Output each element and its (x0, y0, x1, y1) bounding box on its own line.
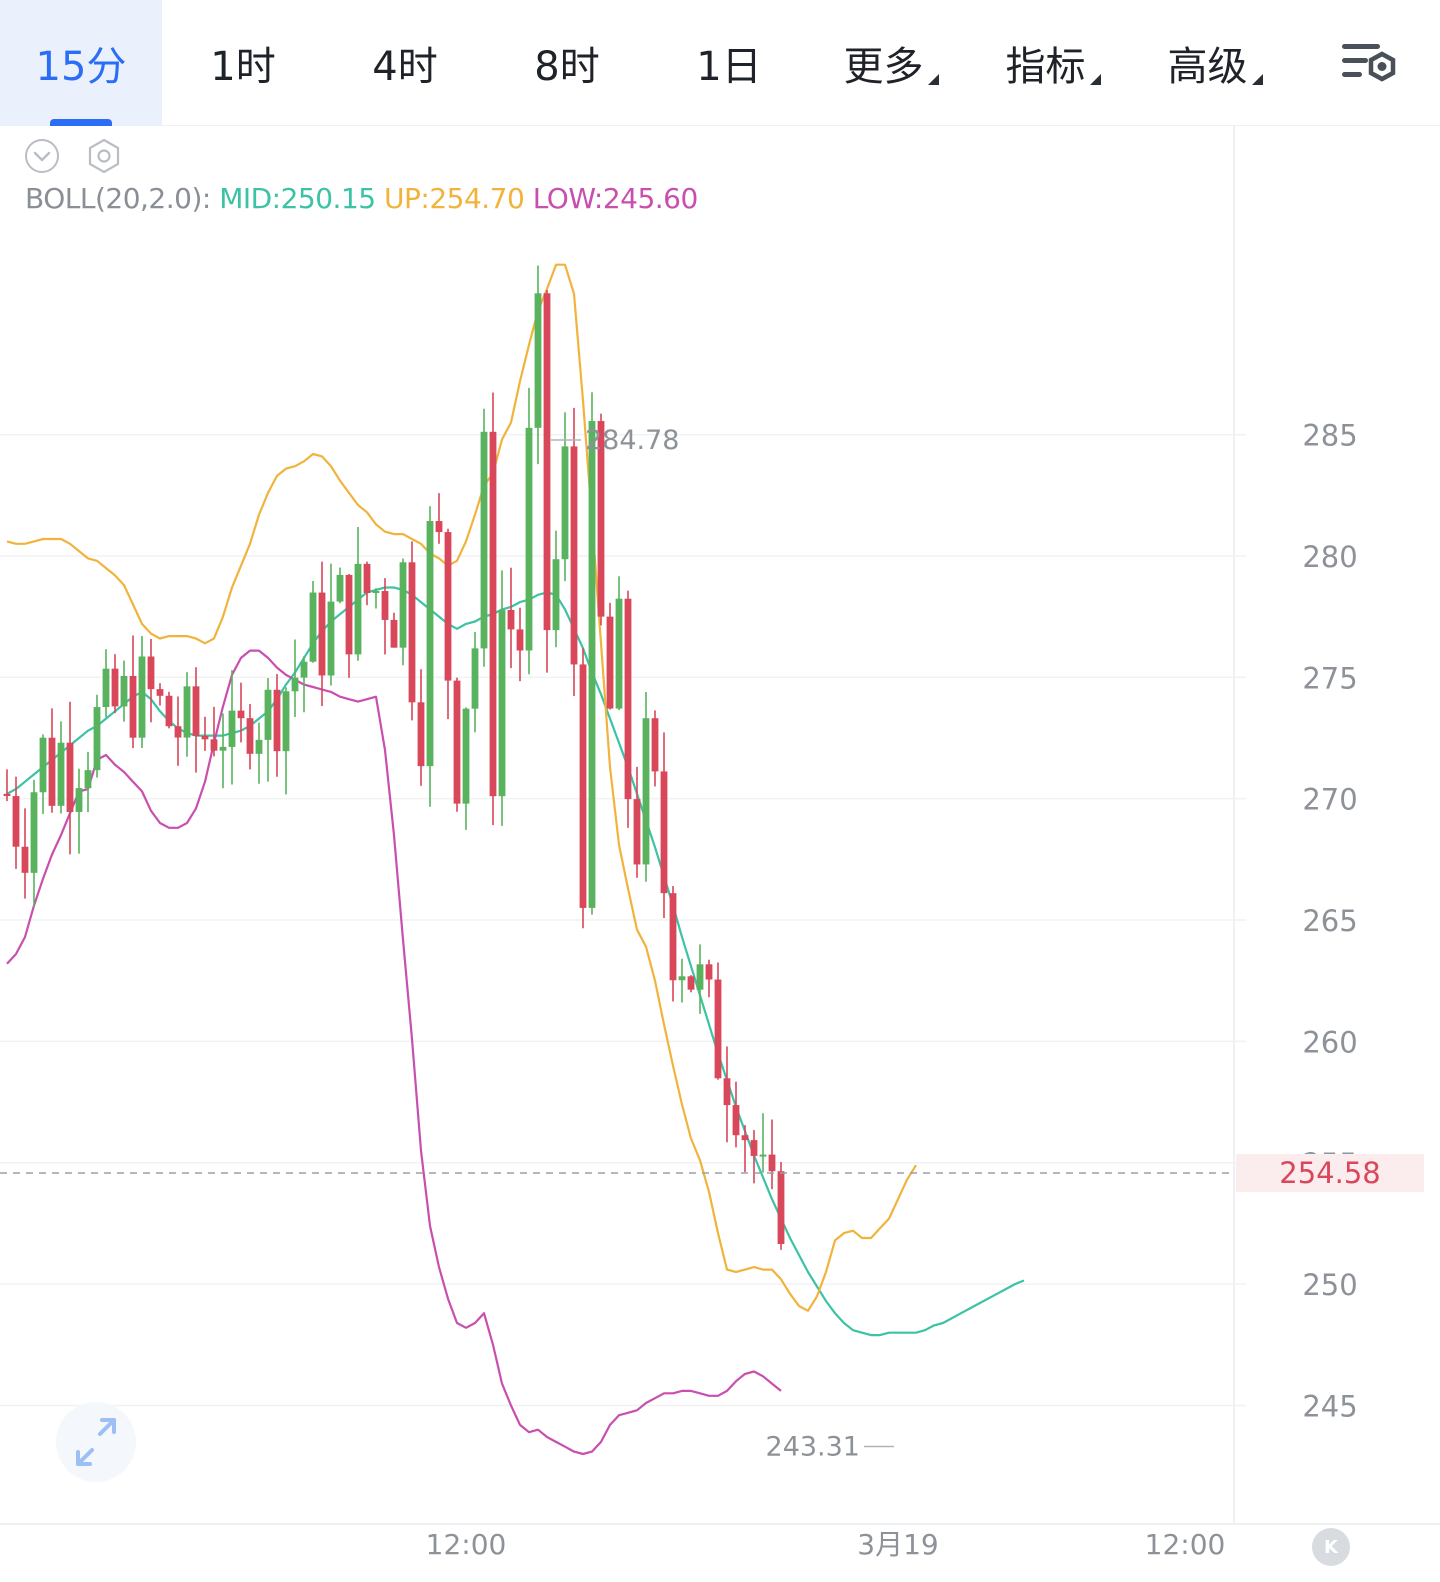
boll-mid: MID:250.15 (219, 182, 376, 215)
hexagon-settings-icon (88, 138, 120, 174)
chevron-down-circle-icon (25, 139, 59, 173)
boll-indicator-values: BOLL(20,2.0): MID:250.15 UP:254.70 LOW:2… (25, 182, 698, 215)
tab-6[interactable]: 指标 (972, 0, 1134, 126)
tab-3[interactable]: 8时 (486, 0, 648, 126)
kline-chart[interactable] (0, 126, 1440, 1582)
tab-label: 高级 (1167, 44, 1248, 90)
boll-name: BOLL(20,2.0): (25, 182, 211, 215)
tab-5[interactable]: 更多 (810, 0, 972, 126)
k-badge-button[interactable]: K (1312, 1528, 1350, 1566)
active-tab-indicator (50, 119, 112, 126)
tab-label: 1日 (696, 44, 762, 90)
dropdown-triangle-icon (927, 73, 939, 85)
tab-label: 更多 (843, 44, 924, 90)
k-badge-label: K (1324, 1536, 1338, 1558)
chart-settings-icon (1342, 44, 1396, 82)
tab-4[interactable]: 1日 (648, 0, 810, 126)
tab-label: 8时 (534, 44, 600, 90)
tab-0[interactable]: 15分 (0, 0, 162, 126)
boll-low: LOW:245.60 (532, 182, 699, 215)
fullscreen-button[interactable] (56, 1402, 136, 1482)
tab-label: 指标 (1005, 44, 1086, 90)
collapse-indicator-button[interactable] (24, 138, 60, 174)
tab-2[interactable]: 4时 (324, 0, 486, 126)
tab-1[interactable]: 1时 (162, 0, 324, 126)
chart-settings-button[interactable] (1340, 40, 1400, 90)
indicator-settings-button[interactable] (86, 138, 122, 174)
tab-7[interactable]: 高级 (1134, 0, 1296, 126)
dropdown-triangle-icon (1089, 73, 1101, 85)
tab-label: 1时 (210, 44, 276, 90)
expand-arrows-icon (76, 1418, 116, 1466)
dropdown-triangle-icon (1251, 73, 1263, 85)
tab-label: 4时 (372, 44, 438, 90)
boll-up: UP:254.70 (384, 182, 525, 215)
tab-label: 15分 (35, 44, 127, 90)
period-tabs: 15分 1时 4时 8时 1日 更多 指标 高级 (0, 0, 1440, 126)
